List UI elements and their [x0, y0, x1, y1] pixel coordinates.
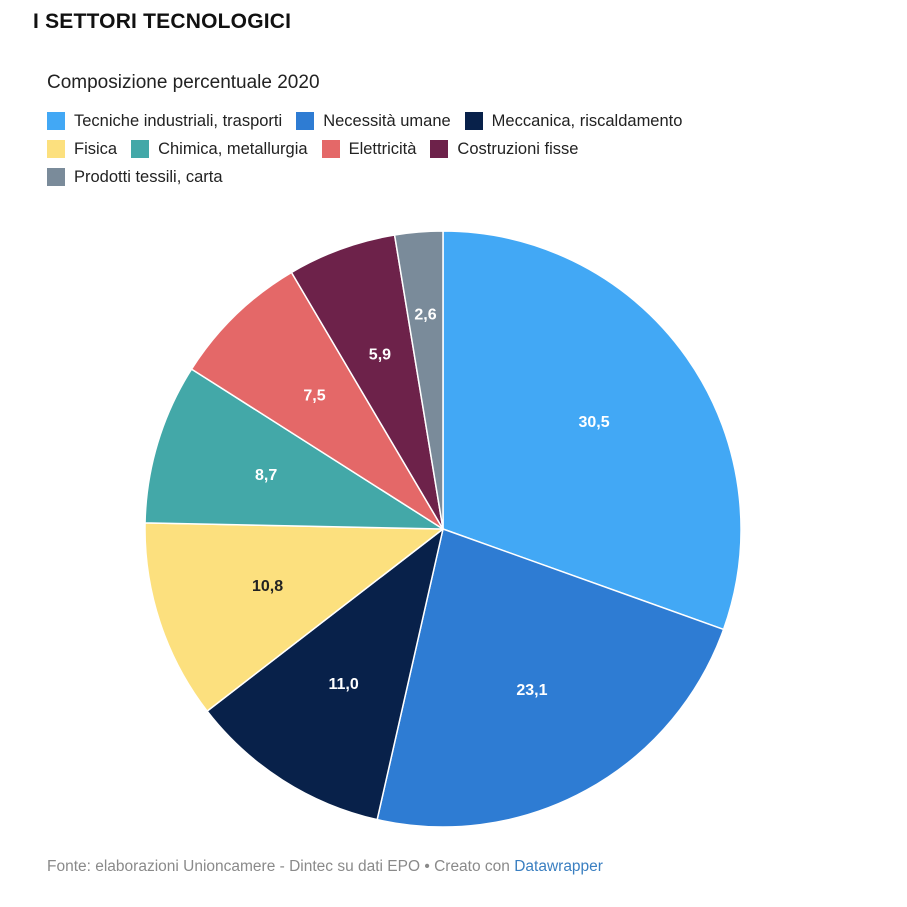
- legend-item-elettricita: Elettricità: [321, 139, 417, 159]
- legend-label: Prodotti tessili, carta: [74, 167, 223, 186]
- pie-slice-4[interactable]: [144, 368, 444, 530]
- slice-value-label: 2,6: [414, 306, 436, 323]
- legend-label: Costruzioni fisse: [457, 139, 579, 158]
- pie-slice-3[interactable]: [144, 522, 444, 712]
- legend-swatch: [47, 168, 65, 186]
- legend-label: Meccanica, riscaldamento: [491, 111, 683, 130]
- legend-label: Elettricità: [348, 139, 417, 158]
- legend-label: Necessità umane: [323, 111, 451, 130]
- pie-slice-7[interactable]: [393, 230, 444, 530]
- pie-slice-0[interactable]: [442, 230, 742, 631]
- legend-item-chimica: Chimica, metallurgia: [131, 139, 308, 159]
- slice-value-label: 7,5: [303, 387, 325, 404]
- pie-slice-2[interactable]: [206, 528, 444, 821]
- legend-swatch: [321, 140, 340, 158]
- legend-item-necessita-umane: Necessità umane: [296, 111, 451, 131]
- pie-slice-5[interactable]: [190, 271, 444, 530]
- legend-swatch: [47, 140, 65, 158]
- legend-swatch: [430, 140, 449, 158]
- slice-value-label: 5,9: [369, 347, 391, 364]
- legend-item-tecniche-industriali: Tecniche industriali, trasporti: [47, 111, 282, 131]
- legend-swatch: [131, 140, 150, 158]
- legend-label: Chimica, metallurgia: [158, 139, 308, 158]
- source-text: Fonte: elaborazioni Unioncamere - Dintec…: [47, 858, 515, 875]
- page-title: I SETTORI TECNOLOGICI: [33, 10, 292, 33]
- legend-item-costruzioni-fisse: Costruzioni fisse: [430, 139, 578, 159]
- slice-value-label: 10,8: [252, 578, 283, 595]
- slice-value-label: 30,5: [578, 414, 609, 431]
- legend-label: Tecniche industriali, trasporti: [74, 111, 283, 130]
- legend-swatch: [296, 112, 315, 130]
- legend-item-meccanica: Meccanica, riscaldamento: [464, 111, 683, 131]
- pie-slice-1[interactable]: [376, 528, 725, 828]
- legend-swatch: [464, 112, 483, 130]
- datawrapper-link[interactable]: Datawrapper: [514, 858, 603, 875]
- slice-value-label: 8,7: [255, 467, 277, 484]
- legend-item-prodotti-tessili: Prodotti tessili, carta: [47, 167, 223, 187]
- legend-label: Fisica: [74, 139, 118, 158]
- source-note: Fonte: elaborazioni Unioncamere - Dintec…: [47, 858, 603, 876]
- legend: Tecniche industriali, trasporti Necessit…: [47, 111, 807, 187]
- slice-value-label: 11,0: [328, 676, 358, 693]
- legend-item-fisica: Fisica: [47, 139, 117, 159]
- legend-swatch: [47, 112, 65, 130]
- chart-subtitle: Composizione percentuale 2020: [47, 72, 320, 93]
- slice-value-label: 23,1: [516, 682, 547, 699]
